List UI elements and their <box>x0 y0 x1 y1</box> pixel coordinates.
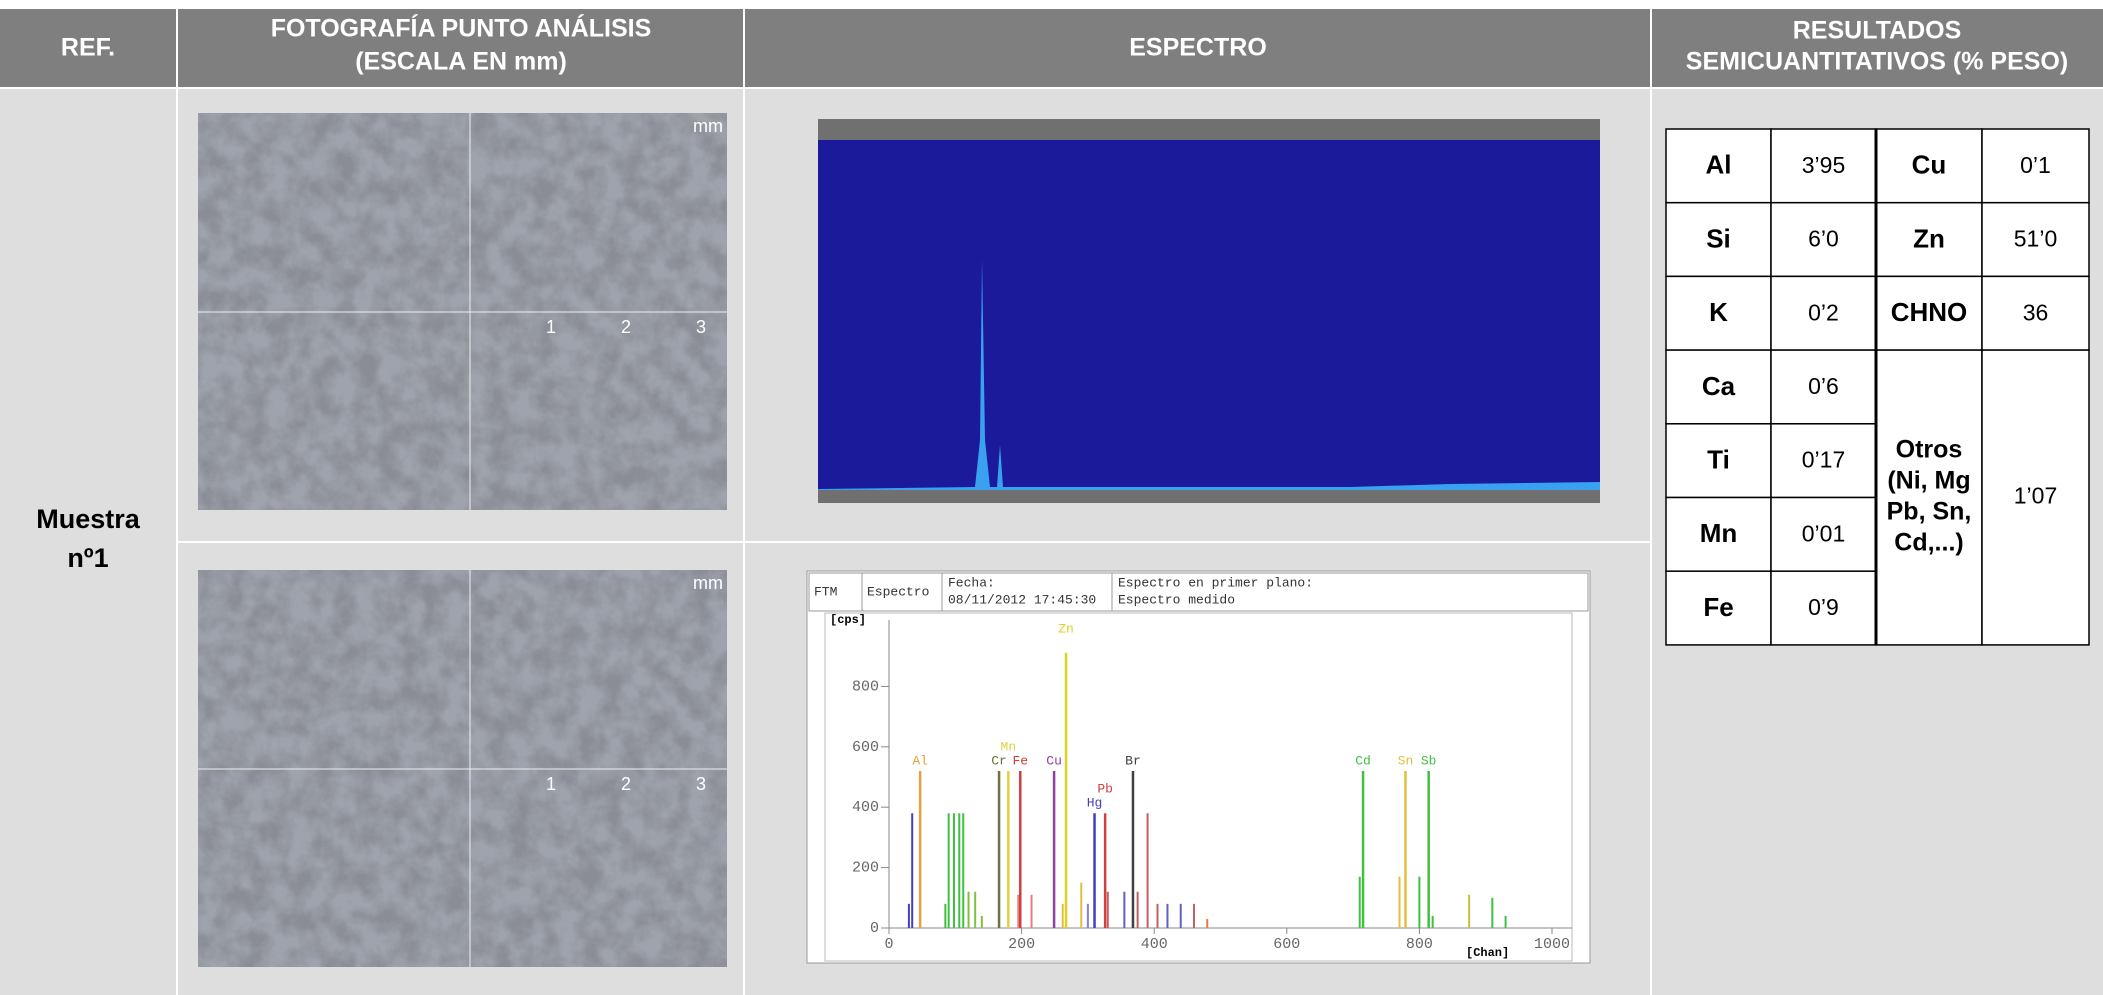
header-ref: REF. <box>61 34 115 62</box>
element: Cu <box>1912 150 1947 180</box>
column-rules <box>0 9 2103 995</box>
table-cell <box>1981 128 2090 204</box>
element: Ca <box>1702 371 1736 401</box>
other-label: Cd,...) <box>1894 529 1963 557</box>
result-value: 0’6 <box>1808 373 1839 399</box>
result-value: 0’9 <box>1808 594 1839 620</box>
sample-label: Muestra <box>36 504 141 534</box>
result-value: 6’0 <box>1808 226 1839 252</box>
other-value: 1’07 <box>2014 483 2057 509</box>
y-tick-label: 600 <box>852 739 879 756</box>
peak-label: Fe <box>1012 753 1028 768</box>
other-label: (Ni, Mg <box>1887 467 1970 495</box>
table-cell <box>1981 201 2090 278</box>
table-cell <box>1770 496 1877 572</box>
table-cell <box>1875 128 1983 204</box>
spectrum-header: Espectro en primer plano: <box>1118 575 1313 590</box>
result-value: 0’17 <box>1802 447 1845 473</box>
element: Ti <box>1707 445 1730 475</box>
y-tick-label: 200 <box>852 860 879 877</box>
element: Si <box>1706 223 1731 253</box>
header-results: RESULTADOS <box>1793 17 1962 45</box>
table-cell <box>1665 349 1772 425</box>
table-cell <box>1770 570 1877 646</box>
spectrum-header: 08/11/2012 17:45:30 <box>948 592 1096 607</box>
spectrum-header: FTM <box>814 584 837 599</box>
table-cell <box>1770 349 1877 425</box>
result-value: 0’1 <box>2020 152 2051 178</box>
table-cell <box>1665 128 1772 204</box>
table-cell <box>1875 349 1983 646</box>
x-tick-label: 0 <box>884 936 893 953</box>
scale-label: mm <box>693 116 723 136</box>
header-spectrum: ESPECTRO <box>1129 34 1267 62</box>
element: CHNO <box>1891 297 1968 327</box>
table-cell <box>1665 275 1772 351</box>
peak-label: Mn <box>1001 739 1017 754</box>
header-photo: FOTOGRAFÍA PUNTO ANÁLISIS <box>271 14 652 43</box>
element: Al <box>1706 150 1732 180</box>
x-axis-label: [Chan] <box>1466 946 1509 960</box>
x-tick-label: 800 <box>1406 936 1433 953</box>
result-value: 3’95 <box>1802 152 1845 178</box>
x-tick-label: 1000 <box>1534 936 1570 953</box>
peak-label: Br <box>1125 753 1141 768</box>
peak-label: Hg <box>1087 796 1103 811</box>
spectrum-frame <box>806 570 1591 964</box>
y-tick-label: 400 <box>852 799 879 816</box>
scale-mark: 3 <box>696 774 706 794</box>
result-value: 0’2 <box>1808 299 1839 325</box>
result-value: 0’01 <box>1802 520 1845 546</box>
spectrum-header: Fecha: <box>948 575 995 590</box>
x-tick-label: 600 <box>1273 936 1300 953</box>
scale-mark: 1 <box>546 317 556 337</box>
other-label: Otros <box>1896 436 1963 464</box>
y-tick-label: 800 <box>852 678 879 695</box>
table-cell <box>1875 201 1983 278</box>
peak-label: Cd <box>1355 753 1371 768</box>
scale-mark: 2 <box>621 774 631 794</box>
scale-mark: 1 <box>546 774 556 794</box>
spectrum-header: Espectro medido <box>1118 592 1235 607</box>
x-tick-label: 200 <box>1008 936 1035 953</box>
result-value: 51’0 <box>2014 226 2057 252</box>
element: Fe <box>1703 592 1733 622</box>
peak-label: Sn <box>1398 753 1414 768</box>
sample-label: nº1 <box>67 543 108 573</box>
table-cell <box>1665 201 1772 278</box>
spectrum-screen <box>818 119 1600 503</box>
element: K <box>1709 297 1728 327</box>
scale-mark: 3 <box>696 317 706 337</box>
header-results: SEMICUANTITATIVOS (% PESO) <box>1686 48 2068 76</box>
result-value: 36 <box>2023 299 2049 325</box>
y-axis-label: [cps] <box>830 613 866 627</box>
peak-label: Cu <box>1046 753 1062 768</box>
other-label: Pb, Sn, <box>1887 498 1972 526</box>
x-tick-label: 400 <box>1141 936 1168 953</box>
scale-mark: 2 <box>621 317 631 337</box>
peak-label: Al <box>912 753 928 768</box>
table-cell <box>1770 201 1877 278</box>
peak-label: Sb <box>1421 753 1437 768</box>
table-cell <box>1665 496 1772 572</box>
y-tick-label: 0 <box>870 920 879 937</box>
element: Mn <box>1700 518 1738 548</box>
header-band <box>0 9 2103 88</box>
element: Zn <box>1913 223 1945 253</box>
table-cell <box>1981 349 2090 646</box>
spectrum-header: Espectro <box>867 584 929 599</box>
header-photo: (ESCALA EN mm) <box>355 48 567 76</box>
peak-label: Zn <box>1058 621 1074 636</box>
scale-label: mm <box>693 573 723 593</box>
peak-label: Cr <box>991 753 1007 768</box>
peak-label: Pb <box>1097 782 1113 797</box>
